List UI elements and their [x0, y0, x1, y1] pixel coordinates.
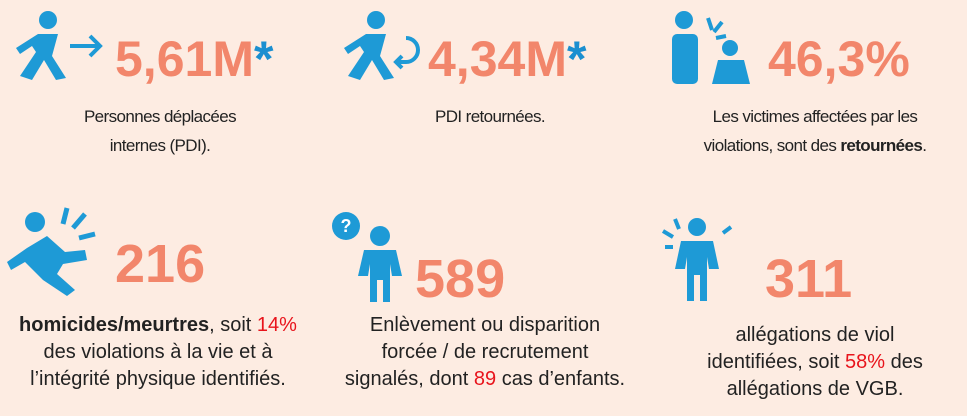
text-segment: des violations à la vie et à: [43, 341, 273, 363]
stat-value: 216: [115, 234, 206, 294]
person-returning-icon: [344, 11, 420, 80]
falling-person-icon: [7, 207, 96, 296]
text-segment: 58%: [845, 351, 886, 373]
person-leaving-icon: [16, 11, 103, 80]
text-segment: homicides/meurtres: [19, 314, 210, 336]
description-line: PDI retournées.: [434, 102, 546, 131]
description-line: violations, sont des retournées.: [704, 131, 927, 160]
stat-value: 589: [415, 249, 506, 309]
stat-value-block: 311: [765, 252, 852, 306]
text-segment: violations, sont des: [703, 136, 841, 155]
text-segment: Enlèvement ou disparition: [369, 314, 601, 336]
stat-value-block: 589: [415, 252, 505, 306]
stat-suffix: *: [566, 31, 587, 87]
text-segment: forcée / de recrutement: [381, 341, 589, 363]
stat-value: 311: [765, 249, 853, 309]
description-line: allégations de VGB.: [707, 376, 923, 403]
text-segment: l’intégrité physique identifiés.: [30, 368, 286, 390]
victims-icon: [672, 11, 750, 84]
stat-description: Personnes déplacées internes (PDI).: [83, 102, 237, 160]
text-segment: identifiées, soit: [707, 351, 846, 373]
text-segment: 14%: [256, 314, 297, 336]
description-line: l’intégrité physique identifiés.: [19, 366, 297, 393]
description-line: des violations à la vie et à: [19, 339, 297, 366]
text-segment: .: [922, 136, 927, 155]
text-segment: , soit: [209, 314, 257, 336]
description-line: Enlèvement ou disparition: [345, 312, 625, 339]
text-segment: 89: [473, 368, 497, 390]
description-line: homicides/meurtres, soit 14%: [19, 312, 297, 339]
description-line: signalés, dont 89 cas d’enfants.: [345, 366, 625, 393]
description-line: Personnes déplacées: [83, 102, 237, 131]
text-segment: internes (PDI).: [109, 136, 211, 155]
stat-value-block: 5,61M*: [115, 34, 273, 84]
text-segment: allégations de VGB.: [726, 378, 904, 400]
description-line: forcée / de recrutement: [345, 339, 625, 366]
stat-suffix: *: [253, 31, 274, 87]
stat-value: 4,34M: [428, 31, 567, 87]
gbv-icon: [661, 218, 733, 301]
text-segment: retournées: [840, 136, 923, 155]
text-segment: des: [885, 351, 923, 373]
description-line: allégations de viol: [707, 322, 923, 349]
stat-description: Les victimes affectées par les violations…: [704, 102, 927, 160]
stat-value-block: 216: [115, 237, 205, 291]
text-segment: PDI retournées.: [434, 107, 546, 126]
description-line: internes (PDI).: [84, 131, 236, 160]
stat-value-block: 4,34M*: [428, 34, 586, 84]
stat-value-block: 46,3%: [768, 34, 910, 84]
stat-value: 46,3%: [768, 31, 910, 87]
text-segment: signalés, dont: [344, 368, 474, 390]
text-segment: cas d’enfants.: [496, 368, 626, 390]
stat-value: 5,61M: [115, 31, 254, 87]
svg-text:?: ?: [341, 216, 352, 236]
text-segment: allégations de viol: [735, 324, 895, 346]
description-line: Les victimes affectées par les: [704, 102, 927, 131]
stat-description: allégations de viol identifiées, soit 58%…: [707, 322, 923, 403]
missing-person-icon: ?: [332, 212, 402, 302]
stat-description: homicides/meurtres, soit 14% des violatio…: [19, 312, 297, 393]
description-line: identifiées, soit 58% des: [707, 349, 923, 376]
text-segment: Les victimes affectées par les: [712, 107, 918, 126]
stat-description: PDI retournées.: [434, 102, 546, 131]
text-segment: Personnes déplacées: [83, 107, 237, 126]
stat-description: Enlèvement ou disparition forcée / de rec…: [345, 312, 625, 393]
